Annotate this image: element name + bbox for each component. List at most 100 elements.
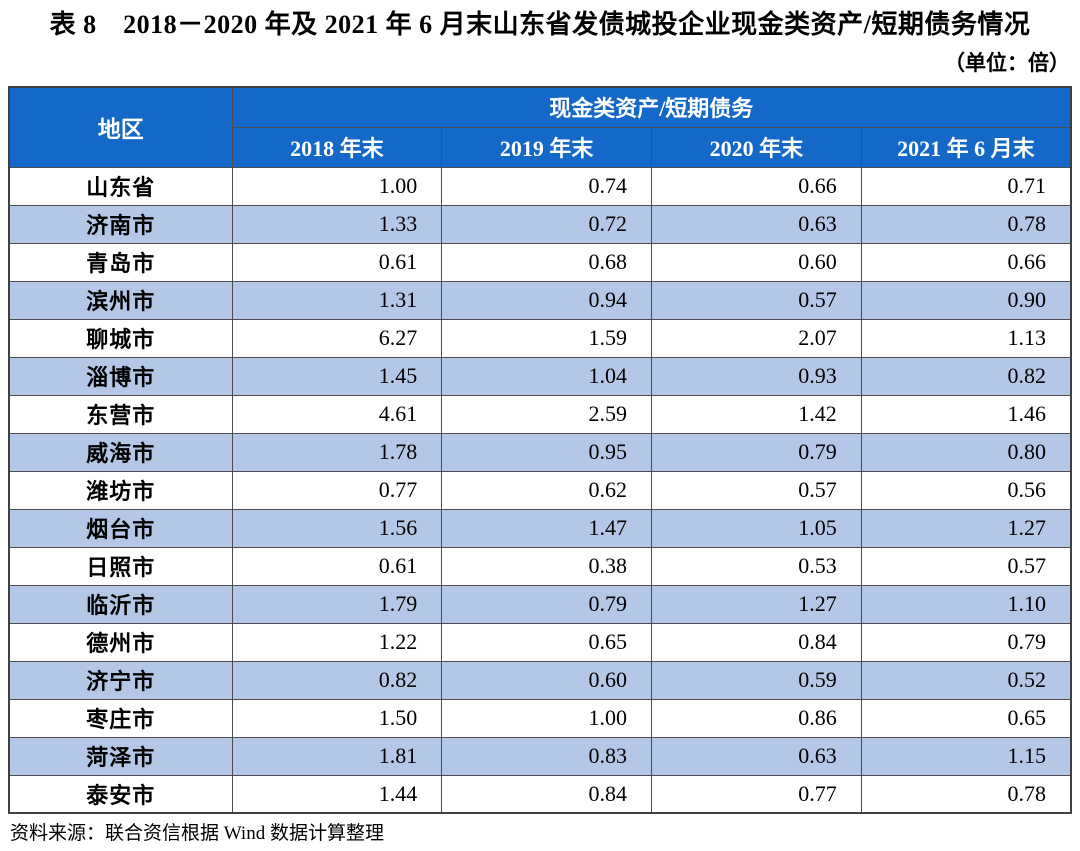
value-cell: 0.77 [650, 774, 862, 814]
value-cell: 2.59 [441, 394, 652, 434]
table-row: 泰安市 1.44 0.84 0.77 0.78 [8, 774, 1072, 814]
value-cell: 0.71 [860, 166, 1072, 206]
region-cell: 济南市 [8, 204, 233, 244]
value-cell: 0.62 [441, 470, 652, 510]
period-header-2018: 2018 年末 [231, 126, 443, 168]
value-cell: 0.56 [860, 470, 1072, 510]
region-cell: 泰安市 [8, 774, 233, 814]
table-row: 东营市 4.61 2.59 1.42 1.46 [8, 394, 1072, 434]
value-cell: 1.79 [231, 584, 443, 624]
period-header-2020: 2020 年末 [650, 126, 862, 168]
header-row-group: 地区 现金类资产/短期债务 [8, 86, 1072, 168]
value-cell: 0.66 [860, 242, 1072, 282]
value-cell: 0.90 [860, 280, 1072, 320]
value-cell: 0.78 [860, 774, 1072, 814]
value-cell: 4.61 [231, 394, 443, 434]
region-cell: 烟台市 [8, 508, 233, 548]
region-cell: 枣庄市 [8, 698, 233, 738]
value-cell: 0.61 [231, 546, 443, 586]
value-cell: 0.38 [441, 546, 652, 586]
value-cell: 0.78 [860, 204, 1072, 244]
region-cell: 东营市 [8, 394, 233, 434]
region-cell: 临沂市 [8, 584, 233, 624]
value-cell: 0.79 [441, 584, 652, 624]
value-cell: 1.31 [231, 280, 443, 320]
region-cell: 滨州市 [8, 280, 233, 320]
value-cell: 0.53 [650, 546, 862, 586]
table-body: 山东省 1.00 0.74 0.66 0.71 济南市 1.33 0.72 0.… [8, 166, 1072, 814]
region-cell: 潍坊市 [8, 470, 233, 510]
table-row: 威海市 1.78 0.95 0.79 0.80 [8, 432, 1072, 472]
period-header-2019: 2019 年末 [441, 126, 652, 168]
period-header-2021h1: 2021 年 6 月末 [860, 126, 1072, 168]
value-cell: 1.13 [860, 318, 1072, 358]
value-cell: 1.50 [231, 698, 443, 738]
unit-note: （单位：倍） [944, 51, 1070, 75]
value-cell: 1.78 [231, 432, 443, 472]
table-row: 滨州市 1.31 0.94 0.57 0.90 [8, 280, 1072, 320]
value-cell: 0.82 [860, 356, 1072, 396]
table-row: 聊城市 6.27 1.59 2.07 1.13 [8, 318, 1072, 358]
table-row: 潍坊市 0.77 0.62 0.57 0.56 [8, 470, 1072, 510]
value-cell: 0.57 [650, 470, 862, 510]
value-cell: 1.33 [231, 204, 443, 244]
region-cell: 威海市 [8, 432, 233, 472]
region-cell: 日照市 [8, 546, 233, 586]
value-cell: 0.84 [650, 622, 862, 662]
value-cell: 0.93 [650, 356, 862, 396]
region-cell: 德州市 [8, 622, 233, 662]
value-cell: 0.83 [441, 736, 652, 776]
value-cell: 0.84 [441, 774, 652, 814]
group-column-header: 现金类资产/短期债务 [231, 86, 1072, 128]
value-cell: 0.66 [650, 166, 862, 206]
cash-assets-short-debt-table: 地区 现金类资产/短期债务 2018 年末 2019 年末 2020 年末 20… [8, 86, 1072, 814]
value-cell: 1.42 [650, 394, 862, 434]
value-cell: 1.15 [860, 736, 1072, 776]
value-cell: 0.60 [441, 660, 652, 700]
value-cell: 0.94 [441, 280, 652, 320]
table-row: 德州市 1.22 0.65 0.84 0.79 [8, 622, 1072, 662]
value-cell: 0.52 [860, 660, 1072, 700]
value-cell: 1.56 [231, 508, 443, 548]
value-cell: 1.10 [860, 584, 1072, 624]
table-row: 山东省 1.00 0.74 0.66 0.71 [8, 166, 1072, 206]
table-row: 济南市 1.33 0.72 0.63 0.78 [8, 204, 1072, 244]
value-cell: 0.79 [860, 622, 1072, 662]
table-row: 日照市 0.61 0.38 0.53 0.57 [8, 546, 1072, 586]
value-cell: 1.05 [650, 508, 862, 548]
table-title: 表 8 2018－2020 年及 2021 年 6 月末山东省发债城投企业现金类… [49, 10, 1031, 39]
value-cell: 2.07 [650, 318, 862, 358]
value-cell: 0.61 [231, 242, 443, 282]
value-cell: 0.57 [650, 280, 862, 320]
value-cell: 1.27 [650, 584, 862, 624]
value-cell: 1.59 [441, 318, 652, 358]
region-column-header: 地区 [8, 86, 233, 168]
source-note: 资料来源：联合资信根据 Wind 数据计算整理 [10, 823, 384, 844]
table-row: 枣庄市 1.50 1.00 0.86 0.65 [8, 698, 1072, 738]
value-cell: 0.57 [860, 546, 1072, 586]
value-cell: 0.68 [441, 242, 652, 282]
value-cell: 1.45 [231, 356, 443, 396]
region-cell: 菏泽市 [8, 736, 233, 776]
value-cell: 0.74 [441, 166, 652, 206]
value-cell: 1.27 [860, 508, 1072, 548]
table-row: 临沂市 1.79 0.79 1.27 1.10 [8, 584, 1072, 624]
value-cell: 1.00 [441, 698, 652, 738]
table-row: 青岛市 0.61 0.68 0.60 0.66 [8, 242, 1072, 282]
value-cell: 0.82 [231, 660, 443, 700]
value-cell: 1.46 [860, 394, 1072, 434]
value-cell: 1.22 [231, 622, 443, 662]
region-cell: 济宁市 [8, 660, 233, 700]
value-cell: 0.77 [231, 470, 443, 510]
value-cell: 0.59 [650, 660, 862, 700]
region-cell: 淄博市 [8, 356, 233, 396]
table-row: 淄博市 1.45 1.04 0.93 0.82 [8, 356, 1072, 396]
table-row: 菏泽市 1.81 0.83 0.63 1.15 [8, 736, 1072, 776]
value-cell: 0.79 [650, 432, 862, 472]
table-row: 济宁市 0.82 0.60 0.59 0.52 [8, 660, 1072, 700]
region-cell: 聊城市 [8, 318, 233, 358]
header-row-periods: 2018 年末 2019 年末 2020 年末 2021 年 6 月末 [9, 126, 1072, 168]
value-cell: 0.86 [650, 698, 862, 738]
value-cell: 1.04 [441, 356, 652, 396]
